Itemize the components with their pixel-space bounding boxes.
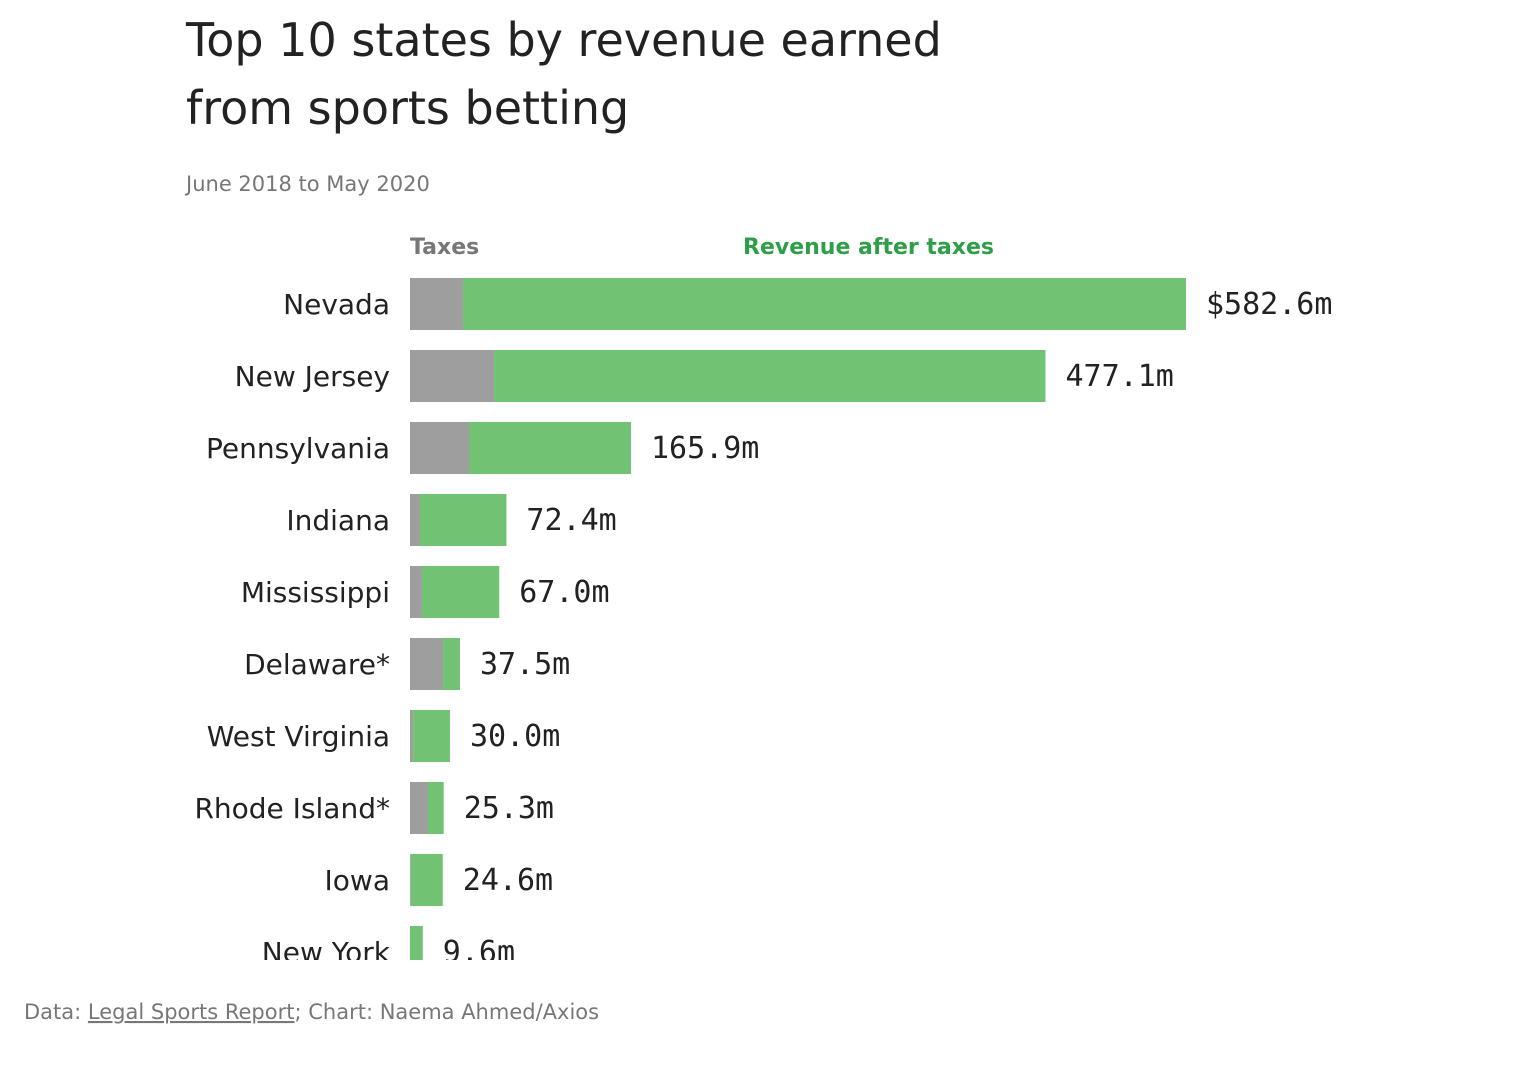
value-label: $582.6m [1206, 287, 1332, 322]
bar-segment [410, 566, 422, 618]
value-label: 25.3m [464, 791, 554, 826]
bar-segment [421, 566, 500, 618]
category-label: Indiana [286, 504, 390, 537]
bar-segment [410, 350, 495, 402]
bar-segment [410, 782, 428, 834]
value-label: 24.6m [463, 863, 553, 898]
category-label: New Jersey [235, 360, 390, 393]
category-label: Nevada [283, 288, 390, 321]
bar-segment [427, 782, 444, 834]
bar-segment [419, 494, 507, 546]
credit: ; Chart: Naema Ahmed/Axios [294, 1000, 599, 1024]
value-label: 37.5m [480, 647, 570, 682]
chart-title: from sports betting [186, 81, 629, 135]
legend-label: Revenue after taxes [743, 235, 994, 260]
bar-segment [410, 710, 414, 762]
bar-segment [410, 854, 411, 906]
bar-segment [469, 422, 631, 474]
category-label: Mississippi [241, 576, 390, 609]
plot: Nevada $582.6m New Jersey 477.1m Pennsylvani… [194, 278, 1332, 970]
value-label: 30.0m [470, 719, 560, 754]
value-label: 72.4m [526, 503, 616, 538]
bar-segment [410, 926, 423, 960]
bar-segment [413, 710, 450, 762]
category-label: Rhode Island* [194, 792, 390, 825]
value-label: 9.6m [443, 935, 515, 970]
source-name[interactable]: Legal Sports Report [88, 1000, 295, 1024]
legend-label: Taxes [410, 235, 479, 260]
category-label: Iowa [325, 864, 390, 897]
bar-segment [410, 494, 420, 546]
bar-segment [443, 638, 460, 690]
chart-title: Top 10 states by revenue earned [185, 13, 942, 67]
chart-subtitle: June 2018 to May 2020 [184, 172, 430, 196]
value-label: 477.1m [1065, 359, 1173, 394]
value-label: 67.0m [519, 575, 609, 610]
source-prefix: Data: [24, 1000, 81, 1024]
bar-segment [410, 278, 464, 330]
bar-segment [463, 278, 1186, 330]
bar-segment [410, 638, 444, 690]
bar-segment [494, 350, 1046, 402]
source: Data: Legal Sports Report; Chart: Naema … [24, 1000, 599, 1024]
value-label: 165.9m [651, 431, 759, 466]
bar-segment [410, 422, 470, 474]
category-label: Delaware* [244, 648, 390, 681]
bar-segment [410, 854, 443, 906]
category-label: New York [262, 936, 391, 969]
category-label: West Virginia [207, 720, 390, 753]
category-label: Pennsylvania [206, 432, 390, 465]
